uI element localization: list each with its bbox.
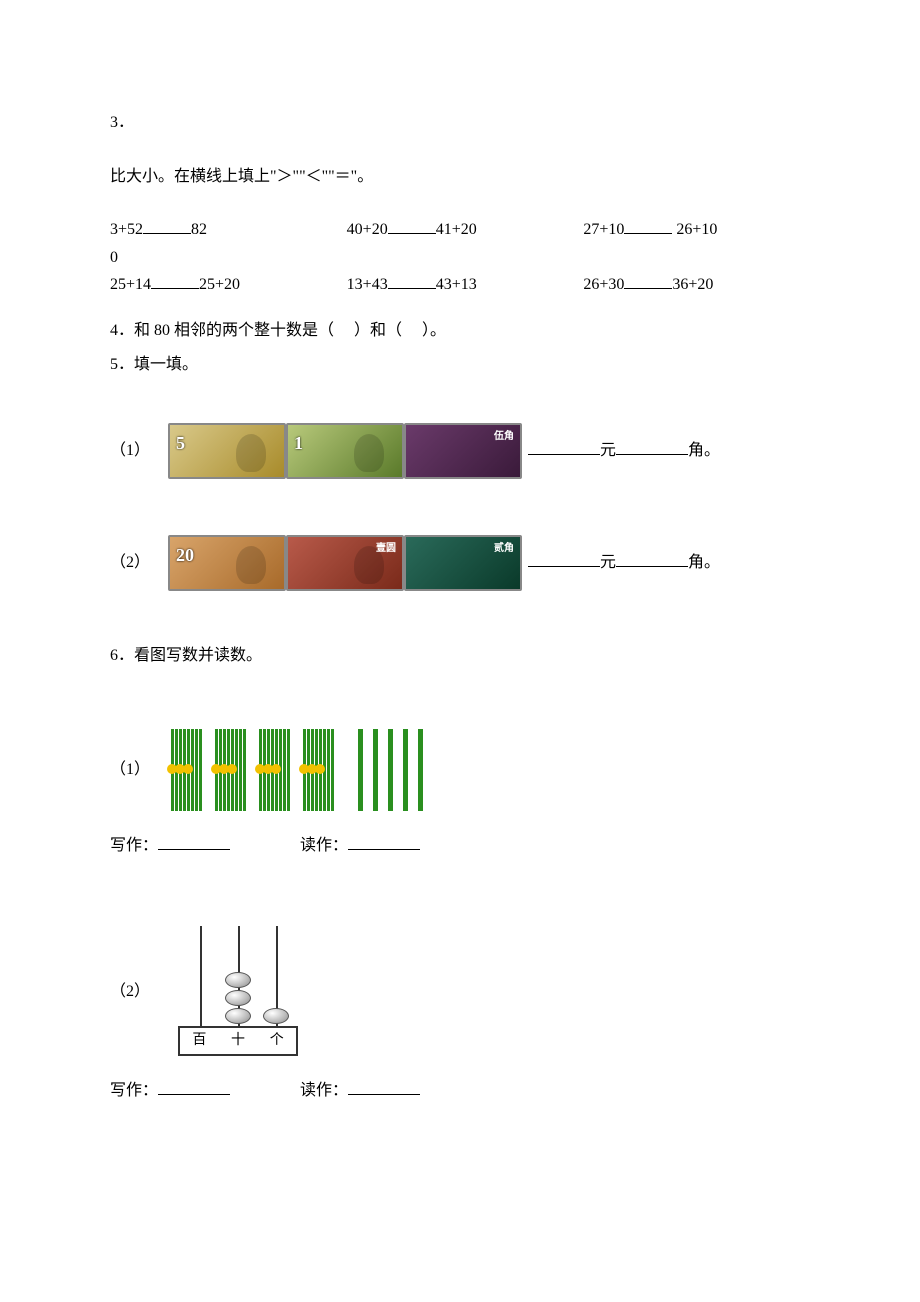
counting-sticks — [168, 729, 423, 811]
banknote: 5 — [168, 423, 286, 479]
q5-title: 5．填一填。 — [110, 352, 820, 378]
cmp-right: 41+20 — [436, 221, 477, 238]
read-label: 读作： — [300, 1082, 348, 1099]
cmp-blank[interactable] — [624, 273, 672, 289]
abacus-bead — [225, 1008, 251, 1024]
stick-bundle — [212, 729, 248, 811]
banknotes-row-1: 51伍角 — [168, 423, 522, 479]
q4-text-b: ）和（ — [354, 322, 402, 339]
q3-row-2: 25+14 25+20 13+43 43+13 26+30 36+20 — [110, 272, 820, 298]
yuan-blank[interactable] — [528, 439, 600, 455]
banknote: 壹圆 — [286, 535, 404, 591]
cmp-blank[interactable] — [388, 273, 436, 289]
q6-title: 6．看图写数并读数。 — [110, 643, 820, 669]
banknote: 1 — [286, 423, 404, 479]
cmp-left: 26+30 — [583, 276, 624, 293]
banknote: 20 — [168, 535, 286, 591]
cmp-blank[interactable] — [143, 218, 191, 234]
jiao-unit: 角。 — [688, 554, 720, 571]
q3-number: 3． — [110, 110, 820, 136]
cmp-blank[interactable] — [624, 218, 672, 234]
jiao-unit: 角。 — [688, 442, 720, 459]
q4: 4．和 80 相邻的两个整十数是（ ）和（ ）。 — [110, 318, 820, 344]
stick-bundle — [256, 729, 292, 811]
abacus-base: 百 十 个 — [178, 1026, 298, 1056]
cmp-blank[interactable] — [388, 218, 436, 234]
yuan-unit: 元 — [600, 442, 616, 459]
stick-bundle — [168, 729, 204, 811]
cmp-left: 3+52 — [110, 221, 143, 238]
write-label: 写作： — [110, 837, 158, 854]
read-label: 读作： — [300, 837, 348, 854]
single-sticks — [358, 729, 423, 811]
write-blank[interactable] — [158, 1079, 230, 1095]
write-label: 写作： — [110, 1082, 158, 1099]
q6-label-2: （2） — [110, 979, 150, 1005]
jiao-blank[interactable] — [616, 439, 688, 455]
abacus-col-hundreds — [200, 926, 202, 1026]
yuan-blank[interactable] — [528, 551, 600, 567]
banknote: 伍角 — [404, 423, 522, 479]
q5-row-2: （2） 20壹圆贰角 元 角。 — [110, 535, 820, 591]
stick-bundle — [300, 729, 336, 811]
abacus-label: 十 — [219, 1028, 258, 1054]
q5-row-1: （1） 51伍角 元 角。 — [110, 423, 820, 479]
q3-row-1: 3+52 82 40+20 41+20 27+10 26+10 — [110, 217, 820, 243]
abacus-bead — [225, 990, 251, 1006]
jiao-blank[interactable] — [616, 551, 688, 567]
cmp-left: 25+14 — [110, 276, 151, 293]
read-blank[interactable] — [348, 834, 420, 850]
cmp-right: 26+10 — [676, 221, 717, 238]
overflow-digit: 0 — [110, 245, 820, 271]
cmp-left: 13+43 — [347, 276, 388, 293]
abacus: 百 十 个 — [178, 926, 298, 1056]
read-blank[interactable] — [348, 1079, 420, 1095]
banknotes-row-2: 20壹圆贰角 — [168, 535, 522, 591]
abacus-label: 百 — [180, 1028, 219, 1054]
cmp-blank[interactable] — [151, 273, 199, 289]
q5-label-1: （1） — [110, 438, 150, 464]
abacus-bead — [225, 972, 251, 988]
cmp-right: 36+20 — [672, 276, 713, 293]
cmp-left: 27+10 — [583, 221, 624, 238]
cmp-right: 25+20 — [199, 276, 240, 293]
q4-text-c: ）。 — [422, 322, 446, 339]
abacus-bead — [263, 1008, 289, 1024]
abacus-label: 个 — [257, 1028, 296, 1054]
q5-label-2: （2） — [110, 550, 150, 576]
cmp-right: 43+13 — [436, 276, 477, 293]
cmp-right: 82 — [191, 221, 207, 238]
cmp-left: 40+20 — [347, 221, 388, 238]
banknote: 贰角 — [404, 535, 522, 591]
q6-row-2: （2） 百 十 个 — [110, 926, 820, 1056]
q6-label-1: （1） — [110, 757, 150, 783]
write-read-row-1: 写作： 读作： — [110, 833, 820, 859]
q4-text-a: 4．和 80 相邻的两个整十数是（ — [110, 322, 334, 339]
yuan-unit: 元 — [600, 554, 616, 571]
write-blank[interactable] — [158, 834, 230, 850]
q4-blank-1[interactable] — [338, 322, 350, 339]
q4-blank-2[interactable] — [406, 322, 418, 339]
write-read-row-2: 写作： 读作： — [110, 1078, 820, 1104]
q6-row-1: （1） — [110, 729, 820, 811]
q3-instruction: 比大小。在横线上填上"＞""＜""＝"。 — [110, 164, 820, 190]
